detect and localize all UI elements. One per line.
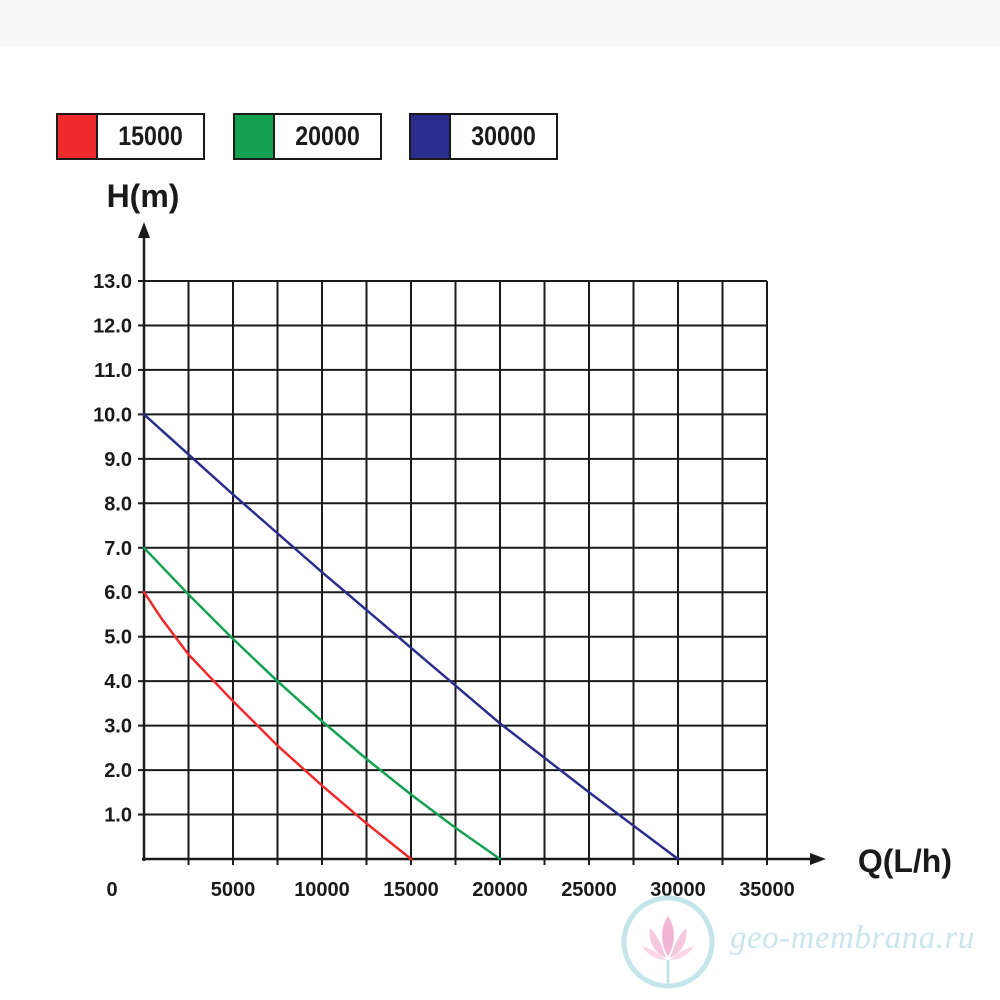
y-tick-label: 13.0 [93, 271, 132, 293]
x-tick-label: 5000 [211, 879, 256, 901]
x-tick-label: 35000 [739, 879, 795, 901]
legend-item-30000: 30000 [409, 113, 558, 160]
top-band [0, 0, 1000, 46]
series-lines [142, 413, 680, 861]
y-tick-label: 6.0 [104, 582, 132, 604]
legend-label-15000: 15000 [118, 121, 183, 151]
y-tick-label: 1.0 [104, 805, 132, 827]
y-tick-label: 11.0 [94, 360, 132, 382]
lotus-logo-icon [621, 895, 715, 989]
x-tick-label: 20000 [472, 879, 528, 901]
y-axis-label: H(m) [107, 178, 180, 214]
y-axis-arrow-icon [138, 222, 150, 238]
watermark-text: geo-membrana.ru [730, 920, 975, 956]
legend-swatch-20000 [235, 115, 275, 158]
series-line-15000 [142, 590, 413, 861]
grid [144, 280, 768, 859]
series-line-30000 [142, 413, 680, 861]
legend-label-30000: 30000 [471, 121, 536, 151]
y-tick-label: 12.0 [93, 315, 132, 337]
y-tick-label: 2.0 [104, 760, 132, 782]
watermark: geo-membrana.ru [620, 894, 980, 990]
legend-item-15000: 15000 [56, 113, 205, 160]
y-tick-label: 10.0 [93, 404, 132, 426]
legend-label-20000: 20000 [295, 121, 360, 151]
legend-swatch-15000 [58, 115, 98, 158]
x-axis-arrow-icon [810, 853, 826, 865]
x-tick-label: 10000 [294, 879, 350, 901]
y-tick-label: 3.0 [104, 716, 132, 738]
y-tick-label: 4.0 [104, 671, 132, 693]
y-tick-label: 8.0 [104, 493, 132, 515]
tick-labels: 1.0 2.0 3.0 4.0 5.0 6.0 7.0 8.0 9.0 10.0 11.0 12.0 1… [93, 271, 795, 901]
x-tick-label: 30000 [650, 879, 706, 901]
series-line-20000 [142, 546, 502, 861]
x-tick-label: 15000 [383, 879, 439, 901]
legend-swatch-30000 [411, 115, 451, 158]
y-tick-label: 5.0 [104, 627, 132, 649]
y-tick-label: 7.0 [104, 538, 132, 560]
x-axis-label: Q(L/h) [858, 843, 952, 879]
x-tick-label: 25000 [561, 879, 617, 901]
legend-item-20000: 20000 [233, 113, 382, 160]
x-tick-label: 0 [106, 879, 117, 901]
y-tick-label: 9.0 [104, 449, 132, 471]
